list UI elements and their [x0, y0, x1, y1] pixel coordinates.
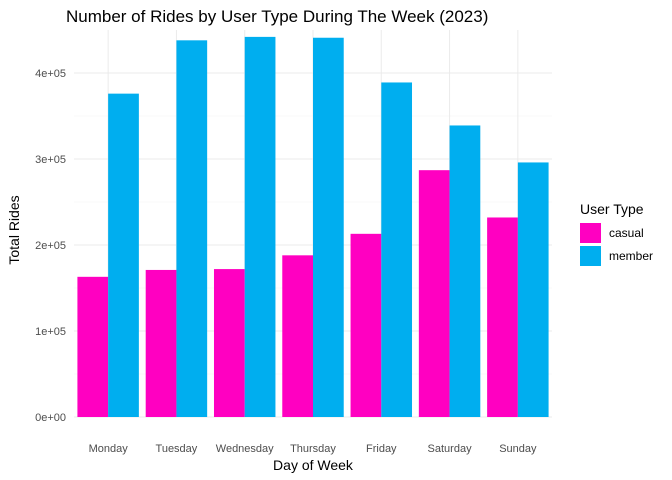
- x-axis-title: Day of Week: [273, 457, 354, 473]
- bar-casual-wednesday: [213, 269, 245, 417]
- legend-key-casual: [580, 223, 601, 243]
- chart-title: Number of Rides by User Type During The …: [66, 7, 488, 26]
- legend-key-member: [580, 246, 601, 266]
- y-tick-label: 2e+05: [35, 240, 66, 252]
- bar-casual-monday: [77, 276, 109, 417]
- y-tick-label: 0e+00: [35, 412, 66, 424]
- bar-casual-sunday: [487, 217, 518, 417]
- x-tick-label: Thursday: [290, 443, 336, 455]
- bar-member-friday: [381, 82, 413, 418]
- legend-label-member: member: [609, 249, 653, 263]
- legend-label-casual: casual: [609, 226, 644, 240]
- legend: User Type casual member: [580, 201, 653, 266]
- legend-title: User Type: [580, 201, 644, 217]
- bar-member-tuesday: [176, 40, 208, 417]
- x-axis-tick-labels: Monday Tuesday Wednesday Thursday Friday Satu…: [89, 443, 537, 455]
- bar-member-saturday: [449, 125, 481, 418]
- bar-casual-saturday: [418, 170, 450, 417]
- x-tick-label: Friday: [366, 443, 397, 455]
- bars: [77, 36, 549, 418]
- x-tick-label: Sunday: [499, 443, 537, 455]
- x-tick-label: Monday: [89, 443, 129, 455]
- bar-casual-friday: [350, 233, 382, 417]
- x-tick-label: Tuesday: [156, 443, 198, 455]
- legend-items: casual member: [580, 223, 653, 266]
- bar-casual-thursday: [282, 255, 313, 417]
- y-axis-tick-labels: 0e+00 1e+05 2e+05 3e+05 4e+05: [35, 68, 66, 424]
- y-tick-label: 4e+05: [35, 68, 66, 80]
- bar-casual-tuesday: [145, 269, 177, 417]
- bar-member-monday: [108, 93, 139, 417]
- bar-member-sunday: [517, 162, 549, 417]
- y-axis-title: Total Rides: [6, 195, 22, 264]
- y-tick-label: 3e+05: [35, 154, 66, 166]
- bar-member-wednesday: [244, 36, 276, 417]
- x-tick-label: Wednesday: [216, 443, 274, 455]
- bar-member-thursday: [313, 37, 344, 418]
- x-tick-label: Saturday: [428, 443, 473, 455]
- y-tick-label: 1e+05: [35, 326, 66, 338]
